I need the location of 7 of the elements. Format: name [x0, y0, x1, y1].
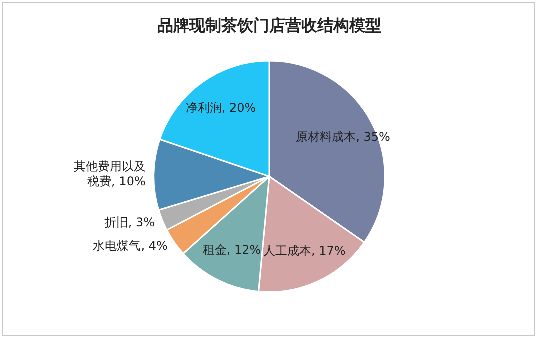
chart-title: 品牌现制茶饮门店营收结构模型 — [158, 16, 382, 35]
slice-label: 水电煤气, 4% — [93, 239, 168, 254]
slice-label: 其他费用以及税费, 10% — [74, 159, 146, 188]
slice-label: 租金, 12% — [202, 243, 262, 258]
slice-label: 折旧, 3% — [104, 216, 156, 230]
slice-label: 人工成本, 17% — [263, 244, 346, 258]
slice-label: 净利润, 20% — [186, 101, 256, 116]
